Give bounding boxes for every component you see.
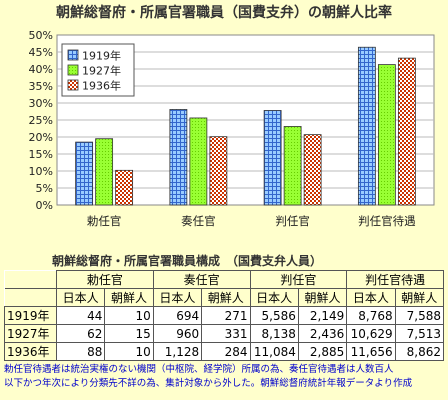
- table-subheader: 日本人: [346, 288, 396, 307]
- table-cell: 8,862: [394, 342, 445, 361]
- legend-label: 1919年: [82, 49, 121, 63]
- y-tick-label: 45%: [29, 46, 53, 59]
- table-group-header-row: 勅任官 奏任官 判任官 判任官待遇: [4, 270, 444, 289]
- table-cell: 1,128: [152, 342, 203, 361]
- y-tick-label: 35%: [29, 80, 53, 93]
- legend-swatch: [67, 49, 79, 61]
- table-row: 1936年 88 10 1,128 284 11,084 2,885 11,65…: [4, 342, 445, 361]
- table-subheader: 朝鮮人: [297, 288, 348, 307]
- table-cell: 62: [55, 324, 106, 343]
- x-tick-label: 判任官: [275, 214, 310, 228]
- bar: [397, 57, 416, 206]
- row-year: 1927年: [4, 324, 57, 343]
- y-tick-label: 10%: [29, 165, 53, 178]
- table-cell: 7,513: [394, 324, 445, 343]
- y-tick-label: 30%: [29, 97, 53, 110]
- table-cell: 8,138: [249, 324, 299, 343]
- y-tick-label: 40%: [29, 63, 53, 76]
- bar: [263, 110, 282, 206]
- bar: [115, 169, 134, 206]
- table-cell: 10: [104, 342, 154, 361]
- bar: [189, 117, 208, 206]
- table-cell: 8,768: [346, 306, 396, 325]
- table-cell: 15: [104, 324, 154, 343]
- table-cell: 2,436: [297, 324, 348, 343]
- table-subheader: 日本人: [152, 288, 203, 307]
- table-subheader-row: 日本人 朝鮮人 日本人 朝鮮人 日本人 朝鮮人 日本人 朝鮮人: [4, 288, 445, 307]
- table-group-header: 勅任官: [56, 270, 154, 289]
- table-cell: 11,656: [346, 342, 396, 361]
- bar: [283, 126, 302, 206]
- row-year: 1936年: [4, 342, 57, 361]
- table-cell: 7,588: [394, 306, 445, 325]
- table-cell: 271: [201, 306, 251, 325]
- y-tick-label: 0%: [36, 199, 53, 212]
- y-tick-label: 15%: [29, 148, 53, 161]
- x-tick-label: 判任官待遇: [358, 214, 416, 228]
- bar-chart: 0% 5% 10% 15% 20% 25% 30% 35% 40% 45% 50% 勅任官 奏任官 判任官…: [29, 29, 435, 228]
- footnote-line: 以下かつ年次により分類先不詳の為、集計対象から外した。朝鮮総督府統計年報データよ…: [4, 378, 413, 389]
- bar: [75, 141, 94, 206]
- legend-label: 1927年: [82, 64, 121, 78]
- table-row: 1919年 44 10 694 271 5,586 2,149 8,768 7,…: [4, 306, 445, 325]
- footnote: 勅任官待遇者は統治実権のない機関（中枢院、経学院）所属の為、奏任官待遇者は人数百…: [4, 363, 444, 391]
- table-group-header: 判任官: [249, 270, 348, 289]
- y-tick-label: 25%: [29, 114, 53, 127]
- table-cell: 10: [104, 306, 154, 325]
- staff-table: 勅任官 奏任官 判任官 判任官待遇 日本人 朝鮮人 日本人 朝鮮人 日本人 朝鮮…: [4, 270, 445, 361]
- table-cell: 284: [201, 342, 251, 361]
- table-subheader: 日本人: [249, 288, 299, 307]
- table-subheader: 朝鮮人: [104, 288, 154, 307]
- table-cell: 331: [201, 324, 251, 343]
- table-cell: 44: [55, 306, 106, 325]
- table-row: 1927年 62 15 960 331 8,138 2,436 10,629 7…: [4, 324, 445, 343]
- table-cell: 2,149: [297, 306, 348, 325]
- table-cell: 2,885: [297, 342, 348, 361]
- table-cell: 10,629: [346, 324, 396, 343]
- row-year: 1919年: [4, 306, 57, 325]
- footnote-line: 勅任官待遇者は統治実権のない機関（中枢院、経学院）所属の為、奏任官待遇者は人数百…: [4, 364, 394, 375]
- bar: [95, 138, 114, 206]
- bar: [169, 109, 188, 206]
- table-cell: 88: [55, 342, 106, 361]
- table-title: 朝鮮総督府・所属官署職員構成 （国費支弁人員）: [52, 254, 323, 268]
- table-cell: 960: [152, 324, 203, 343]
- table-subheader: 朝鮮人: [394, 288, 445, 307]
- table-subheader: 日本人: [55, 288, 106, 307]
- legend-label: 1936年: [82, 79, 121, 93]
- y-tick-label: 5%: [36, 182, 53, 195]
- table-subheader: 朝鮮人: [201, 288, 251, 307]
- bar: [303, 134, 322, 206]
- table-cell: 11,084: [249, 342, 299, 361]
- table-cell: 5,586: [249, 306, 299, 325]
- x-tick-label: 奏任官: [181, 214, 216, 228]
- table-corner: [4, 288, 57, 307]
- chart-title: 朝鮮総督府・所属官署職員（国費支弁）の朝鮮人比率: [56, 5, 392, 21]
- table-group-header: 判任官待遇: [346, 270, 444, 289]
- legend-swatch: [67, 64, 79, 76]
- bar: [209, 136, 228, 206]
- table-cell: 694: [152, 306, 203, 325]
- bar: [377, 64, 396, 206]
- y-tick-label: 50%: [29, 29, 53, 42]
- table-corner: [4, 270, 57, 289]
- bar: [357, 46, 376, 206]
- x-tick-label: 勅任官: [87, 214, 122, 228]
- legend-swatch: [67, 79, 79, 91]
- y-tick-label: 20%: [29, 131, 53, 144]
- table-group-header: 奏任官: [152, 270, 251, 289]
